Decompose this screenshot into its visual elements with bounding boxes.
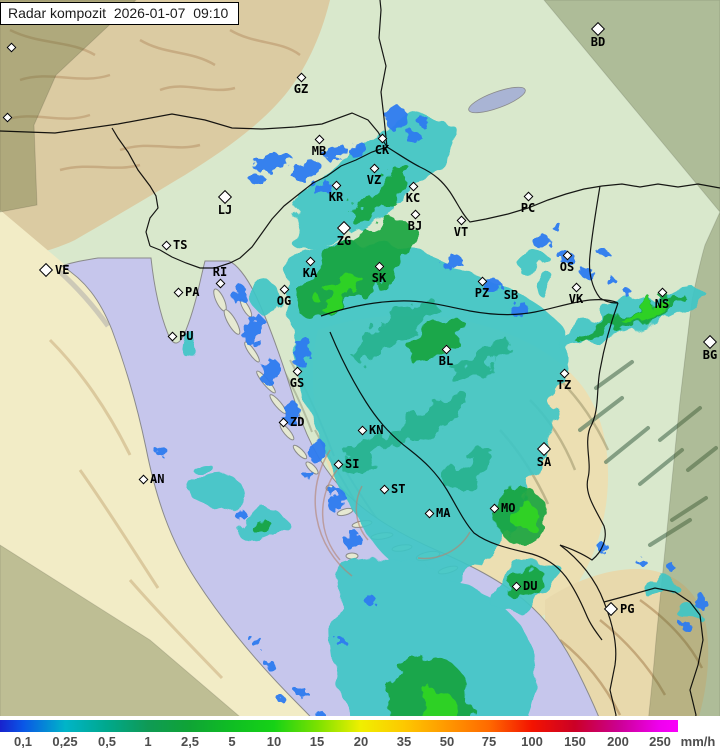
legend-gradient-bar: [0, 720, 678, 732]
station-label: OS: [559, 260, 575, 274]
station-label: RI: [212, 265, 228, 279]
legend-tick-label: 1: [144, 734, 152, 749]
legend-tick-label: 0,1: [13, 734, 33, 749]
map-title: Radar kompozit: [8, 5, 107, 21]
station-label: ZG: [336, 234, 352, 248]
station-label: KN: [369, 423, 384, 437]
legend-tick-label: 20: [353, 734, 369, 749]
legend-tick-label: 35: [396, 734, 412, 749]
station-label: SA: [536, 455, 552, 469]
station-label: CK: [374, 143, 390, 157]
station-label: LJ: [217, 203, 233, 217]
station-label: KR: [328, 190, 344, 204]
legend-tick-label: 250: [649, 734, 671, 749]
legend-tick-label: 2,5: [180, 734, 200, 749]
station-label: PU: [179, 329, 194, 343]
legend-tick-label: 10: [266, 734, 282, 749]
station-label: ZD: [290, 415, 305, 429]
station-label: TZ: [556, 378, 572, 392]
montenegro-ridges: [559, 598, 704, 716]
venice-lagoon: [58, 270, 111, 328]
station-label: VE: [55, 263, 70, 277]
radar-echo-blue: [156, 105, 706, 717]
station-label: GZ: [293, 82, 309, 96]
station-label: KA: [302, 266, 318, 280]
station-label: VT: [453, 225, 469, 239]
station-label: BJ: [407, 219, 423, 233]
station-label: SK: [371, 271, 387, 285]
map-time: 09:10: [193, 5, 229, 21]
station-label: PC: [520, 201, 536, 215]
title-box: Radar kompozit 2026-01-07 09:10: [0, 2, 240, 25]
station-label: VZ: [366, 173, 382, 187]
legend-tick-label: 50: [439, 734, 455, 749]
legend-tick-label: 15: [309, 734, 325, 749]
radar-echo-bright-green: [318, 274, 670, 717]
station-label: SB: [503, 288, 519, 302]
station-label: VK: [568, 292, 584, 306]
station-label: NS: [654, 297, 670, 311]
station-label: TS: [173, 238, 188, 252]
station-label: KC: [405, 191, 421, 205]
station-label: ST: [391, 482, 406, 496]
lake-balaton: [468, 86, 526, 114]
legend-tick-label: 0,25: [52, 734, 78, 749]
station-label: MA: [436, 506, 451, 520]
apennine-ridges-2: [48, 338, 224, 680]
serbia-ridges: [578, 360, 718, 547]
italy-plain: [0, 210, 311, 717]
station-label: SI: [345, 457, 360, 471]
station-label: AN: [150, 472, 165, 486]
station-label: PG: [620, 602, 635, 616]
station-label: MB: [311, 144, 327, 158]
station-label: BG: [702, 348, 718, 362]
country-borders: [0, 0, 720, 717]
station-label: MO: [501, 501, 516, 515]
station-label: OG: [276, 294, 292, 308]
station-label: PZ: [474, 286, 490, 300]
map-date: 2026-01-07: [113, 5, 186, 21]
range-ring-arcs: [314, 449, 471, 577]
legend-tick-label: 150: [564, 734, 586, 749]
legend-tick-label: 0,5: [97, 734, 117, 749]
legend-unit-label: mm/h: [680, 734, 716, 749]
legend: 0,1 0,25 0,5 1 2,5 5 10 15 20 35 50 75 100 150 200 250 …: [0, 716, 720, 751]
alps-terrain: [0, 0, 330, 258]
radar-echo-teal-marbling: [340, 299, 510, 490]
radar-map: [0, 0, 720, 717]
legend-tick-label: 200: [607, 734, 629, 749]
legend-tick-label: 75: [481, 734, 497, 749]
station-label: BL: [438, 354, 454, 368]
alps-ridges: [4, 28, 301, 172]
legend-tick-label: 100: [521, 734, 543, 749]
station-label: DU: [523, 579, 538, 593]
station-label: PA: [185, 285, 200, 299]
legend-tick-label: 5: [228, 734, 236, 749]
station-label: GS: [289, 376, 305, 390]
station-label: BD: [590, 35, 606, 49]
